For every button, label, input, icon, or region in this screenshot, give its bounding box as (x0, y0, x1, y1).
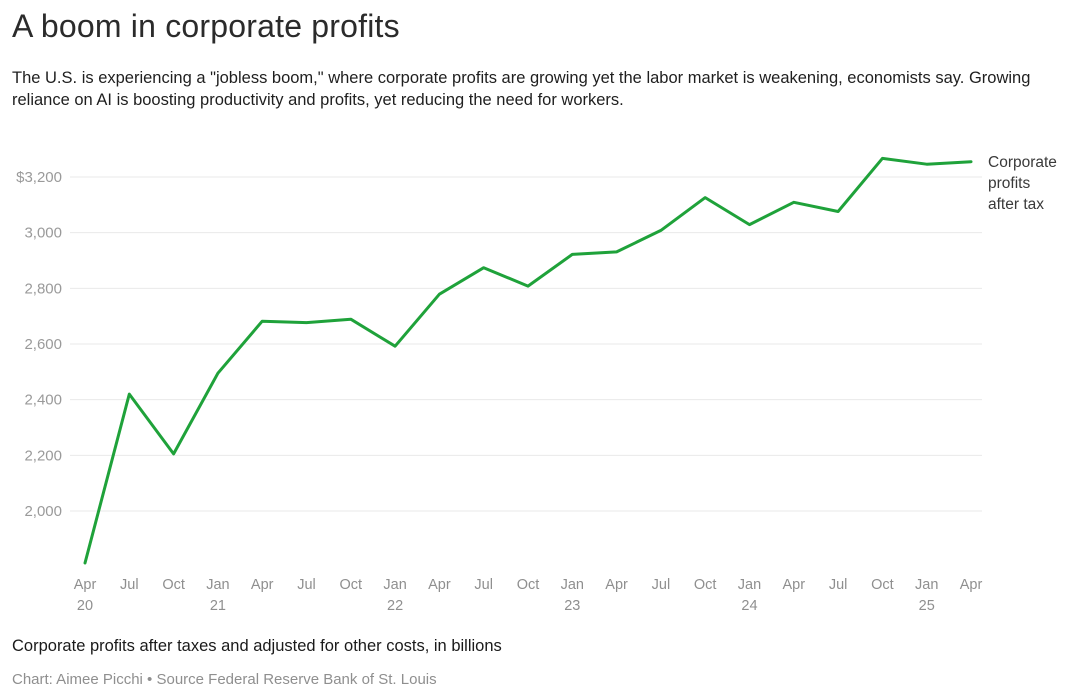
y-axis-tick-label: 2,600 (24, 336, 62, 353)
x-axis-tick-month: Jan (738, 577, 761, 593)
x-axis-tick-year: 22 (387, 598, 403, 613)
x-axis-tick-month: Apr (605, 577, 628, 593)
y-axis-tick-label: 2,000 (24, 503, 62, 520)
x-axis-tick-year: 20 (77, 598, 93, 613)
x-axis-tick-month: Jul (474, 577, 493, 593)
x-axis-tick-month: Oct (517, 577, 540, 593)
chart-credit: Chart: Aimee Picchi • Source Federal Res… (12, 671, 437, 688)
chart-subtitle: The U.S. is experiencing a "jobless boom… (12, 69, 1031, 109)
x-axis-tick-month: Oct (871, 577, 894, 593)
x-axis-tick-month: Apr (251, 577, 274, 593)
x-axis-tick-month: Apr (960, 577, 983, 593)
x-axis-tick-month: Jul (120, 577, 139, 593)
x-axis-tick-month: Apr (783, 577, 806, 593)
y-axis-tick-label: 2,200 (24, 447, 62, 464)
profits-line-chart: $3,200 3,000 2,800 2,600 2,400 2,200 2,000 Apr 2… (16, 154, 1057, 613)
x-axis-tick-month: Jan (915, 577, 938, 593)
x-axis-tick-year: 23 (564, 598, 580, 613)
x-axis-tick-year: 24 (741, 598, 757, 613)
x-axis-tick-month: Oct (340, 577, 363, 593)
series-legend-label: Corporate profits after tax (988, 154, 1057, 213)
profits-line-series (83, 156, 973, 565)
page-title: A boom in corporate profits (12, 8, 400, 44)
y-axis-tick-label: $3,200 (16, 169, 62, 186)
x-axis-tick-month: Jan (561, 577, 584, 593)
x-axis-tick-month: Jan (383, 577, 406, 593)
x-axis-tick-month: Apr (74, 577, 97, 593)
x-axis-tick-month: Jul (652, 577, 671, 593)
x-axis-tick-year: 25 (919, 598, 935, 613)
x-axis-tick-month: Jul (297, 577, 316, 593)
y-axis-tick-label: 2,400 (24, 392, 62, 409)
x-axis-tick-month: Apr (428, 577, 451, 593)
x-axis-tick-month: Oct (694, 577, 717, 593)
y-axis-tick-label: 2,800 (24, 280, 62, 297)
chart-caption: Corporate profits after taxes and adjust… (12, 637, 502, 655)
y-axis-tick-label: 3,000 (24, 225, 62, 242)
x-axis-tick-month: Jul (829, 577, 848, 593)
x-axis-tick-month: Jan (206, 577, 229, 593)
x-axis-tick-month: Oct (162, 577, 185, 593)
x-axis-tick-year: 21 (210, 598, 226, 613)
